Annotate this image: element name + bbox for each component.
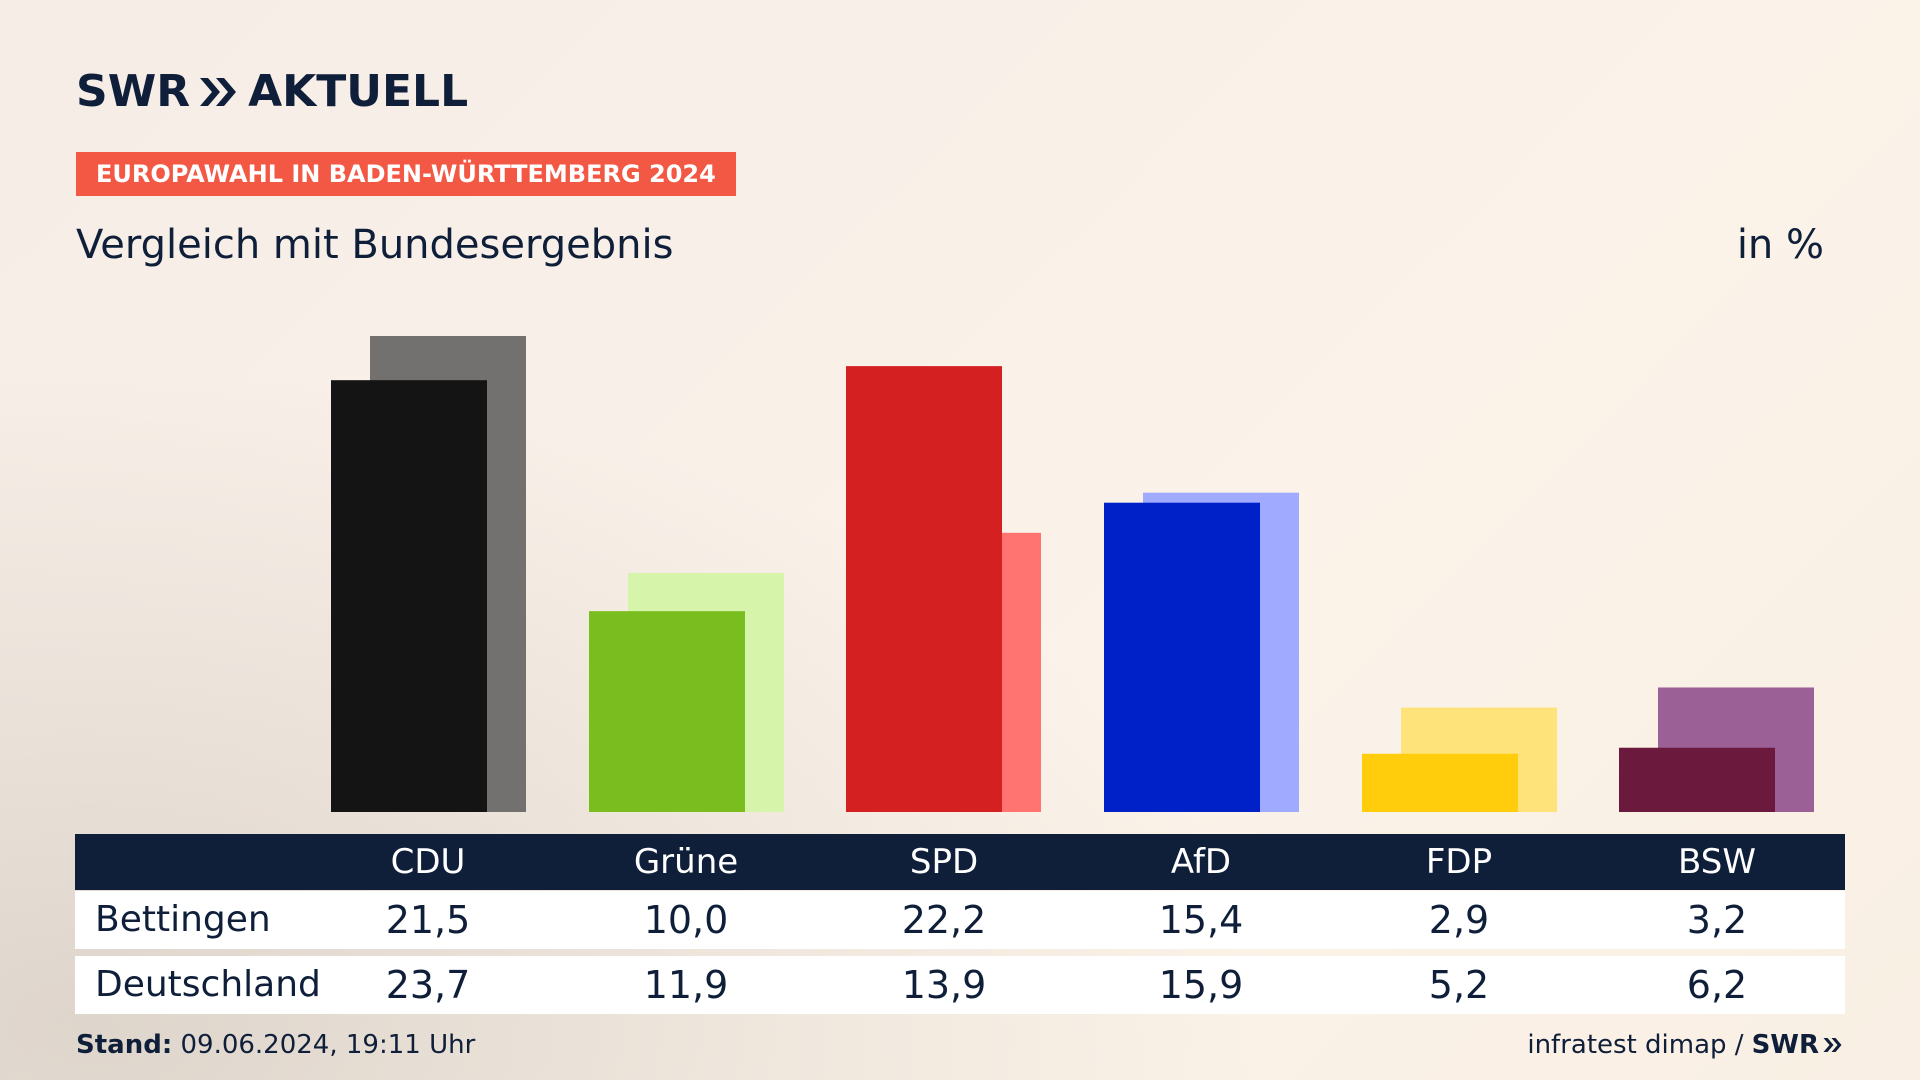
table-cell: 2,9 (1428, 898, 1490, 942)
bar-bettingen-bsw (1619, 747, 1775, 812)
table-cell: 5,2 (1428, 963, 1490, 1007)
table-cell: 15,4 (1158, 898, 1244, 942)
logo-swr-text: SWR (76, 66, 191, 117)
row-label: Deutschland (95, 964, 321, 1005)
bar-bettingen-fdp (1362, 753, 1518, 812)
table-cell: 6,2 (1686, 963, 1748, 1007)
swr-small-logo: SWR (1752, 1030, 1844, 1060)
footer-timestamp: Stand: 09.06.2024, 19:11 Uhr (76, 1030, 475, 1060)
table-header: CDU Grüne SPD AfD FDP BSW (75, 834, 1845, 890)
unit-label: in % (1736, 222, 1824, 268)
source-text: infratest dimap / (1527, 1030, 1744, 1060)
bar-bettingen-cdu (331, 380, 487, 812)
bar-bettingen-gruene (589, 611, 745, 812)
table-cell: 3,2 (1686, 898, 1748, 942)
column-header: AfD (1170, 842, 1232, 882)
stand-value: 09.06.2024, 19:11 Uhr (180, 1030, 476, 1060)
column-header: SPD (909, 842, 979, 882)
swr-small-text: SWR (1751, 1030, 1819, 1060)
table-cell: 11,9 (643, 963, 729, 1007)
table-cell: 22,2 (901, 898, 987, 942)
bar-bettingen-spd (846, 366, 1002, 812)
column-header: CDU (390, 842, 466, 882)
bar-bettingen-afd (1104, 502, 1260, 812)
table-cell: 23,7 (385, 963, 471, 1007)
table-row: Deutschland 23,7 11,9 13,9 15,9 5,2 6,2 (75, 956, 1845, 1014)
logo-aktuell-text: AKTUELL (248, 66, 469, 117)
double-chevron-icon (200, 77, 237, 106)
footer-source: infratest dimap / SWR (1527, 1030, 1844, 1060)
table-row: Bettingen 21,5 10,0 22,2 15,4 2,9 3,2 (75, 891, 1845, 949)
table-cell: 13,9 (901, 963, 987, 1007)
table-cell: 10,0 (643, 898, 729, 942)
row-label: Bettingen (95, 899, 271, 940)
table-cell: 15,9 (1158, 963, 1244, 1007)
election-badge: EUROPAWAHL IN BADEN-WÜRTTEMBERG 2024 (76, 152, 736, 196)
chart-subtitle: Vergleich mit Bundesergebnis (76, 222, 674, 268)
column-header: BSW (1678, 842, 1756, 882)
double-chevron-icon (1823, 1038, 1842, 1052)
stand-label: Stand: (76, 1030, 173, 1060)
swr-aktuell-logo: SWR AKTUELL (76, 66, 468, 117)
column-header: Grüne (633, 842, 739, 882)
column-header: FDP (1425, 842, 1493, 882)
table-cell: 21,5 (385, 898, 471, 942)
